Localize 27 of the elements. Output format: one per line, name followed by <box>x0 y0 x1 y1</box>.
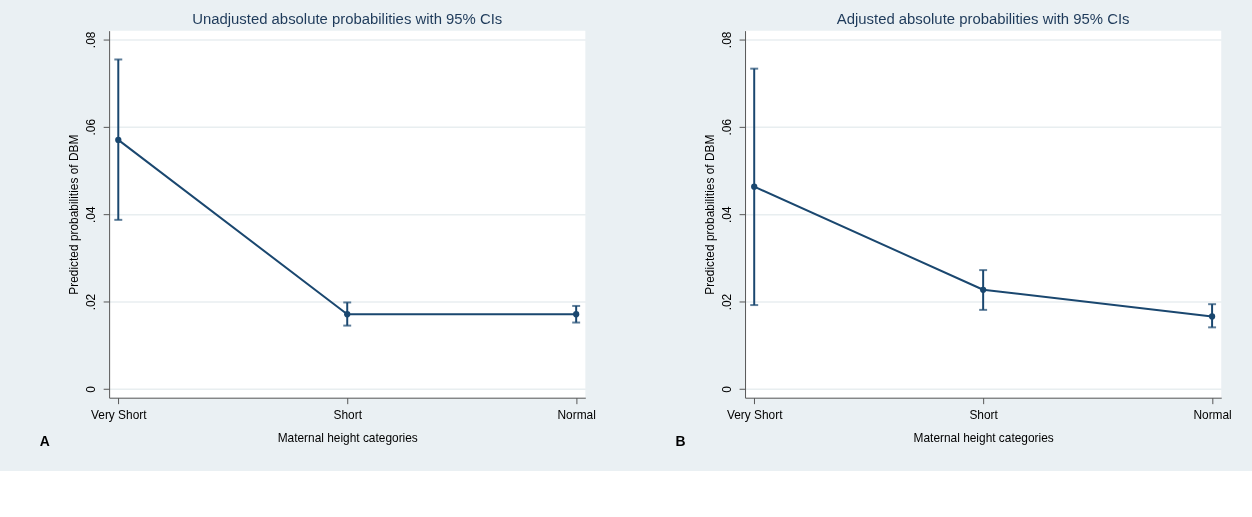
y-axis-title: Predicted probabilities of DBM <box>66 134 81 295</box>
y-tick-label: .04 <box>83 206 98 223</box>
y-tick-label: .06 <box>719 118 734 136</box>
y-tick-label: .02 <box>719 293 734 311</box>
y-tick-label: .08 <box>719 31 734 49</box>
x-axis-title: Maternal height categories <box>277 430 418 445</box>
x-tick-label: Short <box>969 408 999 423</box>
x-tick-label: Very Short <box>91 408 148 423</box>
point <box>1208 313 1216 320</box>
text: B <box>675 433 686 450</box>
x-axis-title: Maternal height categories <box>913 430 1054 445</box>
y-tick-label: .08 <box>83 31 98 49</box>
y-tick-label: .04 <box>719 206 734 223</box>
x-tick-label: Normal <box>1193 408 1232 423</box>
point <box>751 183 758 190</box>
y-axis-title: Predicted probabilities of DBM <box>702 134 717 295</box>
text: A <box>39 433 50 450</box>
y-tick-label: .02 <box>83 293 98 311</box>
x-tick-label: Normal <box>557 408 596 423</box>
x-tick-label: Short <box>333 408 363 423</box>
y-tick-label: 0 <box>83 385 98 393</box>
y-tick-label: .06 <box>83 118 98 136</box>
x-tick-label: Very Short <box>726 408 784 423</box>
chart-title: Unadjusted absolute probabilities with 95% CIs <box>192 10 503 27</box>
chart-title: Adjusted absolute probabilities with 95% CIs <box>836 10 1130 27</box>
y-tick-label: 0 <box>719 385 734 393</box>
point <box>980 286 987 293</box>
